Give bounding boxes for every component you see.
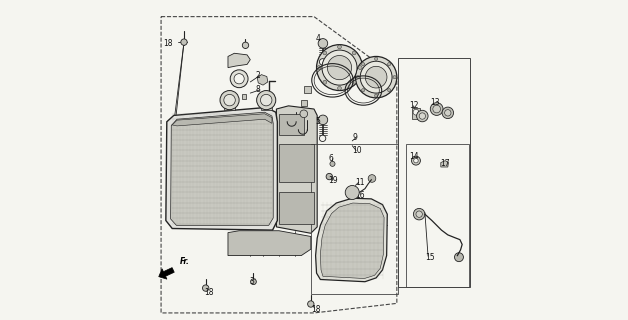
Circle shape [374, 57, 377, 60]
Circle shape [261, 94, 272, 106]
Bar [279, 114, 305, 134]
Circle shape [387, 89, 391, 92]
Text: 18: 18 [311, 305, 320, 314]
Bar [224, 105, 235, 110]
Text: 11: 11 [355, 178, 365, 187]
Polygon shape [320, 203, 384, 278]
Circle shape [413, 109, 419, 115]
Text: 15: 15 [426, 253, 435, 262]
Bar [406, 144, 468, 287]
Bar [242, 94, 246, 100]
Circle shape [416, 211, 422, 217]
Circle shape [323, 80, 327, 84]
Circle shape [433, 105, 440, 113]
Circle shape [455, 253, 463, 262]
Circle shape [416, 110, 428, 122]
Circle shape [330, 161, 335, 166]
Circle shape [320, 59, 326, 65]
Text: Fr.: Fr. [180, 257, 190, 266]
Text: 13: 13 [430, 98, 440, 107]
Polygon shape [316, 198, 387, 282]
Text: 19: 19 [328, 176, 338, 185]
Circle shape [338, 86, 342, 90]
Circle shape [362, 89, 365, 92]
Circle shape [224, 94, 236, 106]
Text: 12: 12 [409, 101, 419, 110]
Text: 16: 16 [355, 190, 365, 200]
Polygon shape [228, 53, 251, 68]
Bar [279, 192, 314, 224]
Circle shape [251, 279, 256, 284]
Circle shape [419, 113, 426, 119]
Circle shape [338, 45, 342, 49]
Bar [398, 58, 470, 287]
Text: 7: 7 [170, 138, 175, 147]
Circle shape [414, 158, 418, 163]
Circle shape [181, 39, 187, 45]
Circle shape [411, 156, 420, 165]
Text: 1: 1 [170, 124, 175, 132]
Text: 3: 3 [250, 276, 254, 285]
Polygon shape [159, 268, 174, 279]
Polygon shape [172, 114, 272, 126]
Circle shape [323, 51, 327, 55]
Circle shape [368, 175, 376, 182]
Text: 17: 17 [440, 159, 450, 168]
Bar [279, 144, 314, 182]
Bar [311, 144, 398, 294]
Circle shape [202, 285, 209, 291]
Circle shape [362, 62, 365, 66]
Text: 4: 4 [316, 35, 320, 44]
Text: 10: 10 [352, 146, 362, 155]
Circle shape [320, 135, 326, 141]
Polygon shape [166, 108, 278, 230]
Circle shape [352, 80, 356, 84]
Bar [305, 86, 311, 93]
Bar [261, 105, 272, 110]
Circle shape [387, 62, 391, 66]
Circle shape [442, 107, 453, 119]
Circle shape [318, 39, 328, 48]
Circle shape [356, 76, 359, 79]
Polygon shape [257, 75, 268, 85]
Circle shape [327, 55, 352, 80]
Circle shape [345, 186, 359, 199]
Circle shape [257, 91, 276, 110]
Text: 2: 2 [255, 71, 260, 80]
Circle shape [318, 115, 328, 124]
Circle shape [359, 66, 362, 69]
Circle shape [326, 173, 332, 180]
Text: 18: 18 [204, 288, 214, 297]
Polygon shape [441, 161, 448, 167]
Circle shape [360, 61, 392, 93]
Circle shape [300, 110, 308, 118]
Bar [301, 100, 307, 106]
Polygon shape [276, 106, 317, 233]
Circle shape [322, 50, 357, 85]
Circle shape [355, 56, 397, 98]
Circle shape [317, 66, 321, 69]
Text: 9: 9 [352, 133, 357, 142]
Circle shape [242, 42, 249, 49]
Bar [412, 108, 420, 119]
Circle shape [430, 103, 443, 116]
Circle shape [374, 94, 377, 97]
Circle shape [317, 45, 362, 91]
Polygon shape [171, 112, 273, 225]
Circle shape [393, 76, 396, 79]
Circle shape [234, 74, 244, 84]
Polygon shape [228, 231, 311, 256]
Circle shape [413, 208, 425, 220]
Circle shape [365, 66, 387, 88]
Circle shape [220, 91, 239, 110]
Text: 18: 18 [163, 39, 172, 48]
Circle shape [230, 70, 248, 88]
Text: 14: 14 [409, 152, 420, 161]
Circle shape [445, 110, 451, 116]
Circle shape [308, 301, 314, 307]
Text: 5: 5 [316, 117, 320, 126]
Text: 6: 6 [328, 154, 333, 163]
Text: 8: 8 [255, 85, 260, 94]
Circle shape [352, 51, 356, 55]
